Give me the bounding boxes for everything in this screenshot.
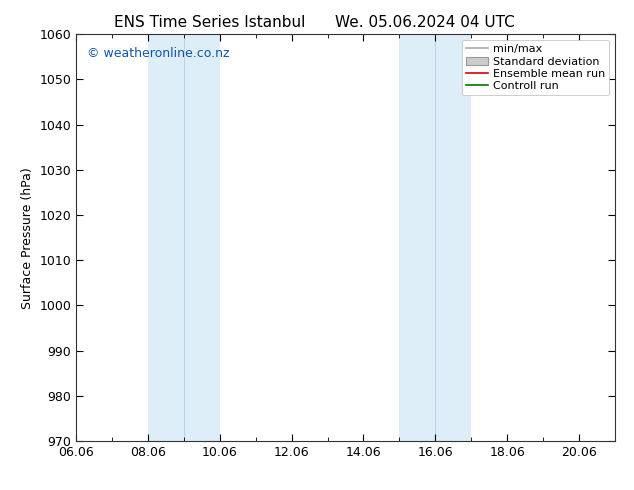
Text: © weatheronline.co.nz: © weatheronline.co.nz [87, 47, 230, 59]
Bar [148, 34, 184, 441]
Bar [184, 34, 220, 441]
Y-axis label: Surface Pressure (hPa): Surface Pressure (hPa) [21, 167, 34, 309]
Bar [399, 34, 436, 441]
Text: We. 05.06.2024 04 UTC: We. 05.06.2024 04 UTC [335, 15, 515, 30]
Bar [436, 34, 471, 441]
Legend: min/max, Standard deviation, Ensemble mean run, Controll run: min/max, Standard deviation, Ensemble me… [462, 40, 609, 96]
Text: ENS Time Series Istanbul: ENS Time Series Istanbul [113, 15, 305, 30]
